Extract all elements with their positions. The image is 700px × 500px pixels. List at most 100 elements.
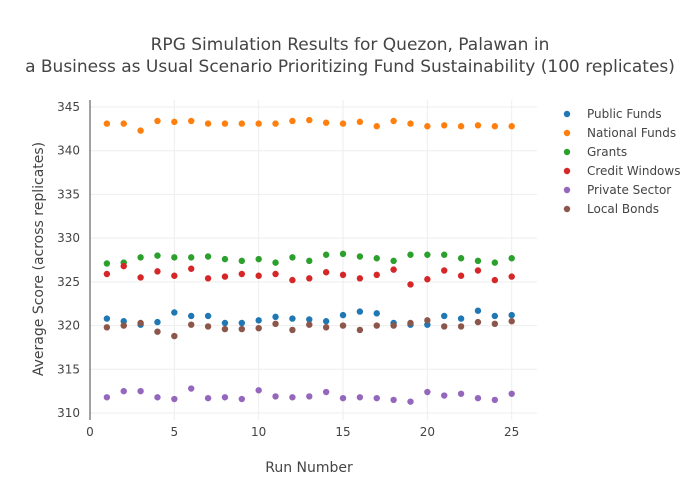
data-point [457,323,465,330]
data-point [238,319,246,327]
data-point [373,322,380,329]
data-point [171,332,178,340]
data-point [356,118,364,126]
data-point [457,390,465,397]
x-tick-label: 15 [335,425,350,439]
y-tick-label: 310 [57,406,80,420]
data-point [508,273,515,280]
data-point [390,266,397,273]
data-point [508,311,515,319]
data-point [356,253,364,260]
legend-label: Credit Windows [587,164,680,178]
data-point [407,398,414,405]
data-point [373,394,380,402]
data-point [188,117,195,125]
data-point [306,257,313,265]
data-point [188,385,195,392]
data-point [272,393,279,400]
data-point [441,122,448,129]
data-point [238,270,246,278]
data-point [289,326,296,334]
grid-lines [90,100,537,420]
data-point [238,120,246,127]
data-point [322,251,330,258]
data-point [154,318,161,326]
series-private-sector [103,385,515,405]
data-point [204,275,212,282]
data-point [441,251,448,258]
data-point [120,318,127,325]
data-point [474,267,482,274]
data-point [255,120,262,127]
data-point [441,312,448,320]
data-point [255,387,262,394]
data-point [306,316,313,323]
data-point [457,255,465,262]
data-point [322,388,330,396]
data-point [390,257,397,265]
data-point [474,257,482,265]
y-tick-label: 330 [57,231,80,245]
chart-title-line-1: RPG Simulation Results for Quezon, Palaw… [151,35,550,55]
data-point [306,275,313,282]
legend: Public Funds National Funds Grants Credit W… [563,107,681,216]
data-point [171,254,178,261]
legend-item[interactable]: National Funds [563,126,676,140]
x-axis-title: Run Number [265,460,353,476]
data-point [390,117,397,125]
data-point [339,322,347,329]
data-point [407,120,414,127]
data-point [508,255,515,262]
y-tick-label: 320 [57,319,80,333]
data-point [238,395,246,403]
data-point [424,388,431,396]
data-point [204,120,212,127]
data-point [221,255,229,263]
data-point [373,310,380,317]
data-point [272,259,279,266]
data-point [441,323,448,330]
data-point [322,324,330,331]
data-point [306,321,313,328]
legend-item[interactable]: Grants [563,145,627,159]
legend-item[interactable]: Private Sector [563,183,671,197]
data-point [322,119,330,126]
data-point [441,267,448,274]
legend-marker [563,167,571,175]
legend-item[interactable]: Local Bonds [563,202,659,216]
data-point [508,390,515,397]
data-point [120,322,127,329]
data-point [120,262,127,270]
data-point [154,394,161,401]
data-point [188,254,195,261]
series-local-bonds [103,317,515,340]
data-point [171,395,178,403]
series-grants [103,250,515,267]
chart-title-line-2: a Business as Usual Scenario Prioritizin… [25,57,675,77]
data-point [103,120,111,127]
data-point [474,394,482,402]
data-point [424,276,431,283]
data-point [120,387,127,395]
y-axis-title: Average Score (across replicates) [31,142,47,376]
data-point [103,324,111,331]
data-point [289,254,296,261]
data-point [491,396,499,404]
data-point [103,260,111,267]
y-tick-label: 345 [57,100,80,114]
data-point [474,318,482,326]
legend-item[interactable]: Public Funds [563,107,662,121]
data-point [221,273,229,280]
data-point [289,117,296,125]
data-point [356,275,364,282]
data-point [204,312,212,320]
data-point [322,318,330,325]
data-point [238,325,246,333]
legend-marker [563,205,571,213]
legend-item[interactable]: Credit Windows [563,164,681,178]
data-point [491,276,499,284]
data-point [120,120,127,127]
data-point [154,252,161,259]
data-point [204,394,212,402]
